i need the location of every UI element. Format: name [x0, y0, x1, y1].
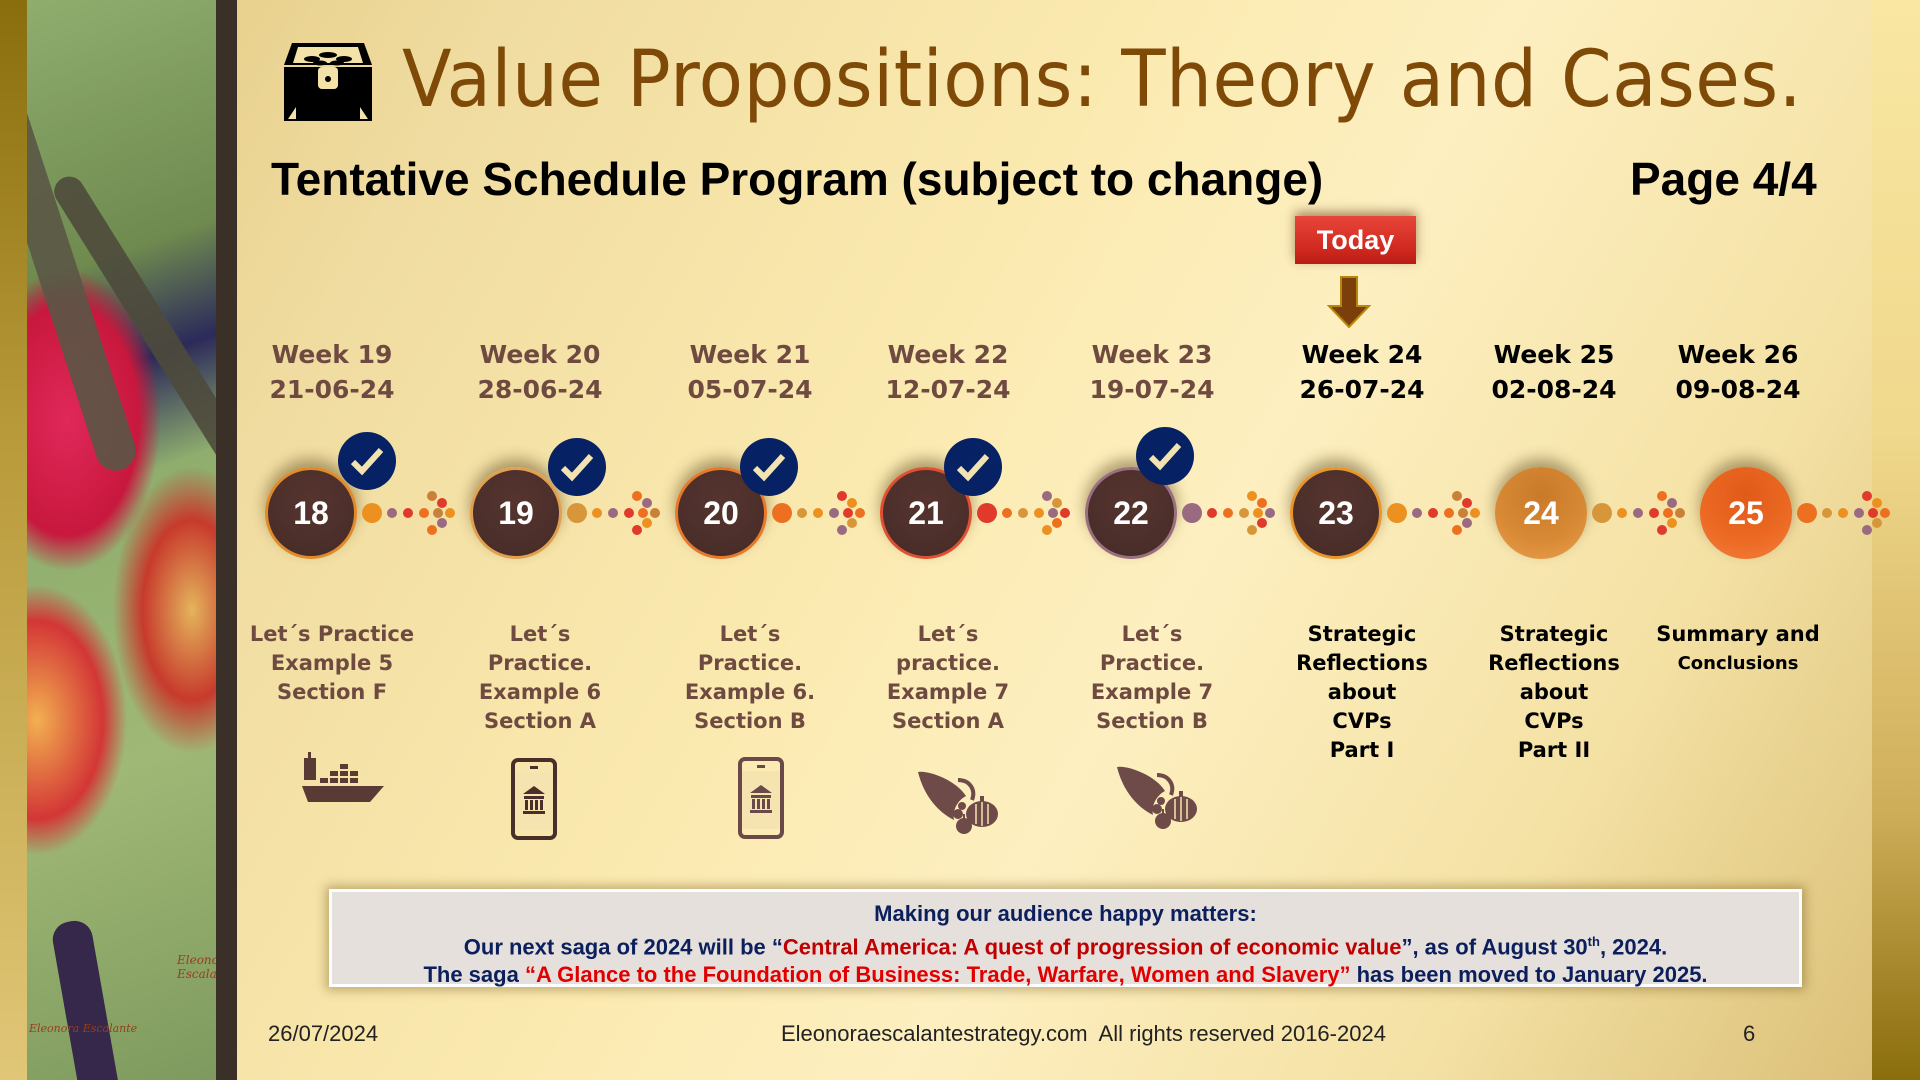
bead-arrow-connector: [362, 491, 455, 535]
timeline-node-23: 23: [1290, 467, 1382, 559]
completed-check-icon: [740, 438, 798, 496]
mobile-bank-icon: [511, 758, 557, 840]
timeline-node-18: 18: [265, 467, 357, 559]
mobile-bank-icon: [738, 757, 784, 839]
treasure-chest-icon: [284, 43, 372, 121]
page-indicator: Page 4/4: [1630, 153, 1817, 205]
timeline-node-19: 19: [470, 467, 562, 559]
schedule-subtitle: Tentative Schedule Program (subject to c…: [271, 153, 1324, 205]
week-label-23: Week 23 19-07-24: [1089, 340, 1215, 404]
week-label-20: Week 20 28-06-24: [477, 340, 603, 404]
completed-check-icon: [1136, 427, 1194, 485]
session-description-25: Summary and Conclusions: [1656, 622, 1820, 674]
session-description-24: Strategic Reflections about CVPs Part II: [1488, 622, 1620, 762]
down-arrow-icon: [1327, 276, 1371, 328]
bead-arrow-connector: [1387, 491, 1480, 535]
completed-check-icon: [548, 438, 606, 496]
week-label-25: Week 25 02-08-24: [1491, 340, 1617, 404]
title-row: Value Propositions: Theory and Cases.: [282, 30, 1908, 130]
timeline-node-25: 25: [1700, 467, 1792, 559]
page-title: Value Propositions: Theory and Cases.: [402, 35, 1803, 125]
today-badge: Today: [1295, 216, 1416, 264]
session-description-18: Let´s Practice Example 5 Section F: [249, 622, 415, 704]
week-label-19: Week 19 21-06-24: [269, 340, 395, 404]
right-gold-border: [1872, 0, 1920, 1080]
bead-arrow-connector: [1797, 491, 1890, 535]
announcement-line-3: The saga “A Glance to the Foundation of …: [423, 962, 1708, 988]
cornucopia-icon: [918, 771, 998, 834]
footer-copyright: Eleonoraescalantestrategy.com All rights…: [781, 1021, 1386, 1046]
bead-arrow-connector: [772, 491, 865, 535]
slide-number: 6: [1743, 1021, 1756, 1046]
completed-check-icon: [944, 438, 1002, 496]
week-label-21: Week 21 05-07-24: [687, 340, 813, 404]
week-label-22: Week 22 12-07-24: [885, 340, 1011, 404]
session-description-19: Let´s Practice. Example 6 Section A: [478, 622, 602, 733]
week-label-24: Week 24 26-07-24: [1299, 340, 1425, 404]
session-description-23: Strategic Reflections about CVPs Part I: [1296, 622, 1428, 762]
apple-painting-image: Eleonora Escalante Eleonora Escalante: [27, 0, 216, 1080]
session-description-21: Let´s practice. Example 7 Section A: [886, 622, 1010, 733]
session-description-22: Let´s Practice. Example 7 Section B: [1090, 622, 1214, 733]
cornucopia-icon: [1117, 766, 1197, 829]
timeline-node-24: 24: [1495, 467, 1587, 559]
painting-signature: Eleonora Escalante: [177, 953, 216, 981]
announcement-line-2: Our next saga of 2024 will be “Central A…: [463, 934, 1668, 960]
bead-arrow-connector: [977, 491, 1070, 535]
dark-divider-bar: [216, 0, 237, 1080]
bead-arrow-connector: [1182, 491, 1275, 535]
completed-check-icon: [338, 432, 396, 490]
announcement-box: Making our audience happy matters: Our n…: [329, 889, 1802, 987]
timeline-node-22: 22: [1085, 467, 1177, 559]
footer-date: 26/07/2024: [268, 1021, 379, 1046]
cargo-ship-icon: [302, 752, 384, 802]
announcement-heading: Making our audience happy matters:: [874, 901, 1257, 926]
left-gold-border: [0, 0, 27, 1080]
bead-arrow-connector: [567, 491, 660, 535]
bead-arrow-connector: [1592, 491, 1685, 535]
week-label-26: Week 26 09-08-24: [1675, 340, 1801, 404]
painting-signature-2: Eleonora Escalante: [29, 1022, 138, 1035]
session-description-20: Let´s Practice. Example 6. Section B: [684, 622, 816, 733]
